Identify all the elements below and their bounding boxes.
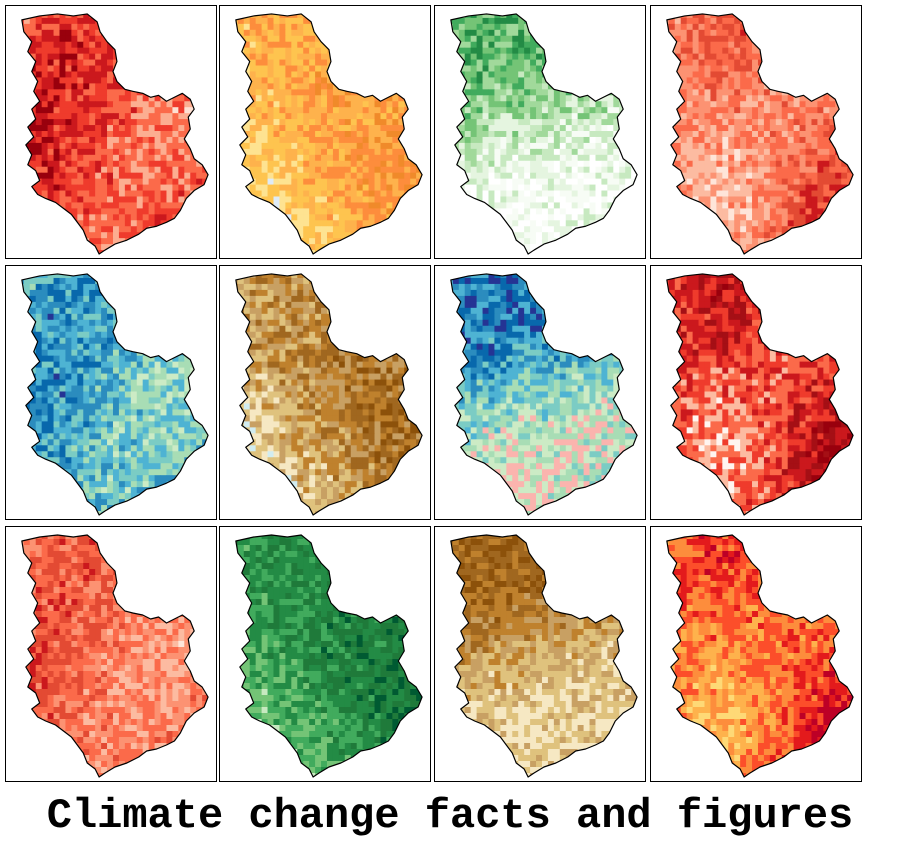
serbia-map-icon <box>21 273 209 516</box>
heatmap-cells <box>235 13 423 255</box>
map-panel-10 <box>219 526 431 782</box>
map-panel-5 <box>5 265 217 520</box>
map-panel-3 <box>434 5 646 259</box>
map-panel-7 <box>434 265 646 520</box>
map-panel-1 <box>5 5 217 259</box>
heatmap-cells <box>666 535 854 777</box>
map-panel-6 <box>219 265 431 520</box>
country-border <box>235 273 423 516</box>
serbia-map-icon <box>450 534 638 778</box>
heatmap-cells <box>450 535 638 777</box>
map-panel-4 <box>650 5 862 259</box>
map-panel-8 <box>650 265 862 520</box>
country-border <box>235 13 423 255</box>
serbia-map-icon <box>666 273 854 516</box>
country-border <box>450 13 638 255</box>
serbia-map-icon <box>666 534 854 778</box>
serbia-map-icon <box>235 13 423 255</box>
serbia-map-icon <box>235 534 423 778</box>
country-border <box>450 273 638 516</box>
map-panel-2 <box>219 5 431 259</box>
heatmap-cells <box>235 535 423 777</box>
heatmap-cells <box>235 273 423 516</box>
country-border <box>21 534 209 778</box>
heatmap-cells <box>666 13 854 255</box>
map-panel-11 <box>434 526 646 782</box>
serbia-map-icon <box>450 273 638 516</box>
heatmap-cells <box>450 273 638 516</box>
serbia-map-icon <box>450 13 638 255</box>
map-grid <box>5 5 862 782</box>
serbia-map-icon <box>666 13 854 255</box>
serbia-map-icon <box>235 273 423 516</box>
country-border <box>21 13 209 255</box>
country-border <box>666 273 854 516</box>
country-border <box>21 273 209 516</box>
heatmap-cells <box>666 273 854 516</box>
map-panel-12 <box>650 526 862 782</box>
serbia-map-icon <box>21 13 209 255</box>
country-border <box>450 534 638 778</box>
caption-title: Climate change facts and figures <box>46 791 854 840</box>
country-border <box>666 13 854 255</box>
heatmap-cells <box>21 13 209 255</box>
map-panel-9 <box>5 526 217 782</box>
country-border <box>666 534 854 778</box>
heatmap-cells <box>21 273 209 516</box>
heatmap-cells <box>21 535 209 777</box>
heatmap-cells <box>450 13 638 255</box>
country-border <box>235 534 423 778</box>
serbia-map-icon <box>21 534 209 778</box>
